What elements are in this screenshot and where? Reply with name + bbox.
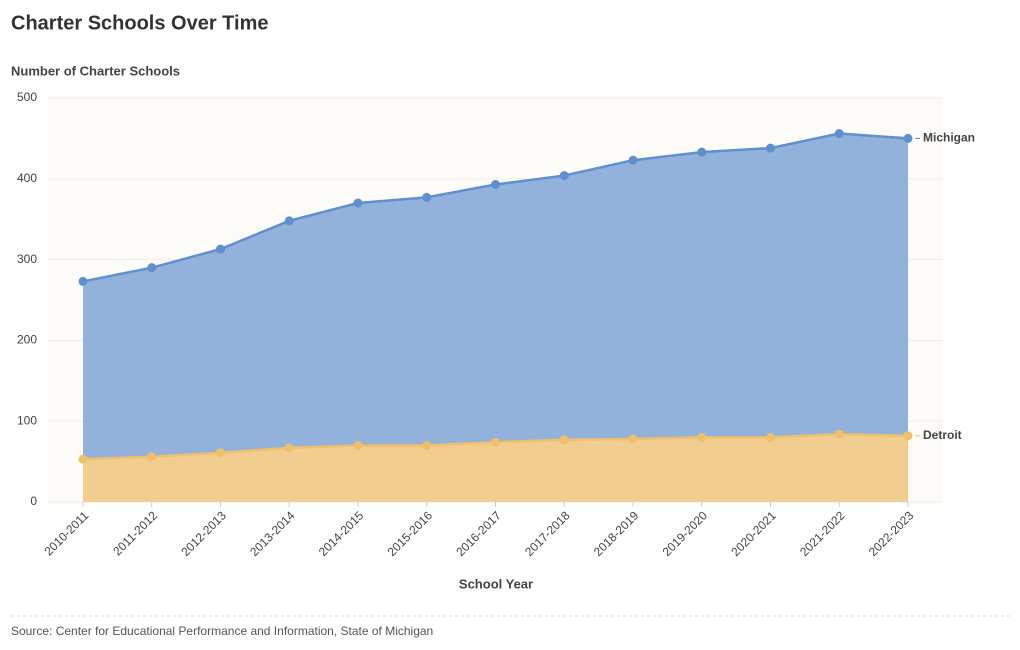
y-tick-label: 0 [30, 494, 37, 508]
chart-title: Charter Schools Over Time [11, 12, 269, 34]
x-tick-label: 2014-2015 [316, 508, 367, 559]
point [697, 147, 707, 157]
x-tick-label: 2020-2021 [728, 508, 779, 559]
point [78, 454, 88, 464]
x-tick-label: 2019-2020 [660, 508, 711, 559]
point [78, 276, 88, 286]
point [216, 244, 225, 254]
point [834, 129, 844, 139]
x-tick-label: 2016-2017 [453, 508, 504, 559]
area [83, 133, 908, 502]
x-tick-label: 2013-2014 [247, 508, 298, 559]
series-label: Detroit [923, 428, 962, 442]
y-tick-label: 500 [17, 90, 37, 104]
x-tick-label: 2015-2016 [385, 508, 436, 559]
point [766, 432, 775, 442]
point [903, 133, 913, 143]
y-tick-label: 400 [17, 171, 37, 185]
point [284, 216, 294, 226]
x-tick-label: 2022-2023 [866, 508, 917, 559]
point [491, 437, 500, 447]
x-tick-label: 2011-2012 [110, 508, 160, 558]
point [903, 431, 913, 441]
point [766, 143, 775, 153]
point [422, 440, 432, 450]
x-tick-label: 2021-2022 [797, 508, 848, 559]
x-tick-label: 2012-2013 [178, 508, 229, 559]
point [147, 452, 157, 462]
series-label: Michigan [923, 131, 975, 145]
x-tick-label: 2017-2018 [522, 508, 573, 559]
y-tick-label: 100 [17, 413, 37, 427]
point [353, 440, 363, 450]
point [422, 192, 432, 202]
point [697, 432, 707, 442]
y-tick-label: 200 [17, 333, 37, 347]
x-tick-label: 2018-2019 [591, 508, 642, 559]
point [147, 263, 157, 273]
x-axis-title: School Year [459, 576, 533, 591]
point [491, 179, 500, 189]
source-note: Source: Center for Educational Performan… [11, 624, 433, 638]
point [216, 448, 225, 458]
point [284, 443, 294, 453]
point [834, 429, 844, 439]
y-axis-title: Number of Charter Schools [11, 63, 180, 78]
point [628, 434, 638, 444]
point [559, 171, 569, 181]
point [628, 155, 638, 165]
point [559, 435, 569, 445]
x-tick-label: 2010-2011 [42, 508, 92, 558]
point [353, 198, 363, 208]
y-tick-label: 300 [17, 252, 37, 266]
